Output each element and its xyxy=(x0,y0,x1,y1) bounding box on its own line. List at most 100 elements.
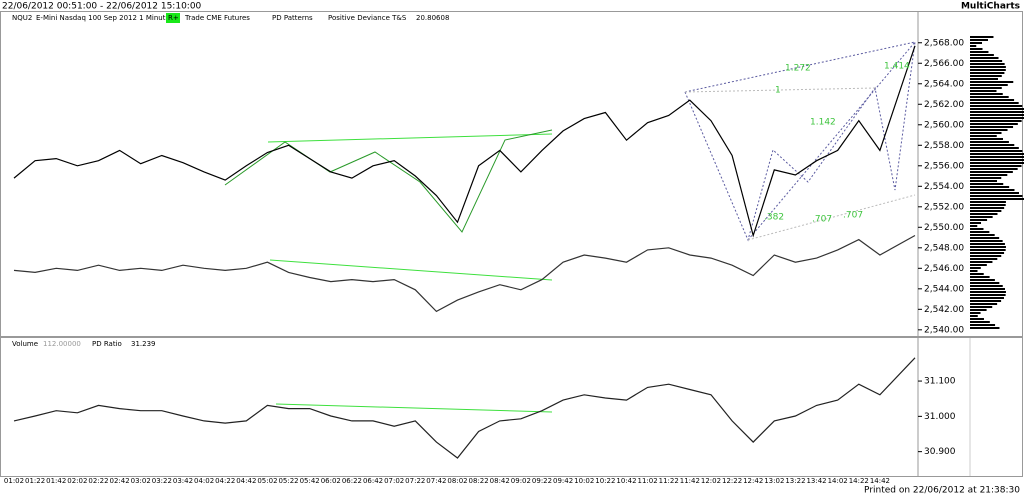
profile-bar xyxy=(970,279,995,281)
profile-bar xyxy=(970,159,1024,161)
profile-bar xyxy=(970,240,1003,242)
x-tick-label: 06:02 xyxy=(321,477,341,485)
y-tick-label: 2,552.00 xyxy=(924,202,964,212)
profile-bar xyxy=(970,78,998,80)
x-tick-label: 02:22 xyxy=(88,477,108,485)
y-tick-label: 2,546.00 xyxy=(924,264,964,274)
profile-bar xyxy=(970,129,1008,131)
annotation: 1.414 xyxy=(884,62,910,72)
x-tick-label: 14:22 xyxy=(849,477,869,485)
x-tick-label: 14:42 xyxy=(870,477,890,485)
x-tick-label: 01:22 xyxy=(25,477,45,485)
brand: MultiCharts xyxy=(961,2,1020,12)
profile-bar xyxy=(970,207,1005,209)
profile-bar xyxy=(970,324,996,326)
profile-bar xyxy=(970,171,1013,173)
profile-bar xyxy=(970,288,1005,290)
x-tick-label: 02:02 xyxy=(67,477,87,485)
x-tick-label: 10:22 xyxy=(595,477,615,485)
profile-bar xyxy=(970,192,1019,194)
profile-bar xyxy=(970,75,1002,77)
x-tick-label: 04:42 xyxy=(236,477,256,485)
x-tick-label: 09:42 xyxy=(553,477,573,485)
profile-bar xyxy=(970,93,1003,95)
profile-bar xyxy=(970,219,988,221)
profile-bar xyxy=(970,249,1006,251)
profile-bar xyxy=(970,84,1008,86)
profile-bar xyxy=(970,222,982,224)
profile-bar xyxy=(970,48,983,50)
x-tick-label: 03:42 xyxy=(173,477,193,485)
x-tick-label: 09:02 xyxy=(511,477,531,485)
profile-bar xyxy=(970,243,1005,245)
profile-bar xyxy=(970,90,997,92)
annotation: 1 xyxy=(775,86,781,96)
x-tick-label: 05:02 xyxy=(257,477,277,485)
profile-bar xyxy=(970,105,1023,107)
panel-label: Positive Deviance T&S xyxy=(328,14,407,22)
profile-bar xyxy=(970,213,998,215)
profile-bar xyxy=(970,60,1003,62)
panel-label: Volume xyxy=(12,340,38,348)
profile-bar xyxy=(970,180,998,182)
profile-bar xyxy=(970,45,977,47)
price-line xyxy=(13,357,916,459)
profile-bar xyxy=(970,57,999,59)
profile-bar xyxy=(970,120,1022,122)
profile-bar xyxy=(970,108,1024,110)
profile-bar xyxy=(970,204,1006,206)
profile-bar xyxy=(970,315,978,317)
profile-bar xyxy=(970,156,1024,158)
y-tick-label: 2,542.00 xyxy=(924,305,964,315)
profile-bar xyxy=(970,258,998,260)
profile-bar xyxy=(970,141,1009,143)
panel-label: PD Patterns xyxy=(272,14,313,22)
profile-bar xyxy=(970,72,1005,74)
x-tick-label: 08:02 xyxy=(447,477,467,485)
x-tick-label: 08:42 xyxy=(490,477,510,485)
x-tick-label: 06:42 xyxy=(363,477,383,485)
profile-bar xyxy=(970,198,1024,200)
annotation: 1.142 xyxy=(810,118,836,128)
x-tick-label: 07:42 xyxy=(426,477,446,485)
profile-bar xyxy=(970,228,984,230)
profile-bar xyxy=(970,96,1009,98)
profile-bar xyxy=(970,321,990,323)
profile-bar xyxy=(970,111,1024,113)
x-tick-label: 05:22 xyxy=(278,477,298,485)
x-tick-label: 12:02 xyxy=(701,477,721,485)
x-tick-label: 07:22 xyxy=(405,477,425,485)
profile-bar xyxy=(970,138,1003,140)
x-tick-label: 14:02 xyxy=(828,477,848,485)
profile-bar xyxy=(970,54,994,56)
panel-label: E-Mini Nasdaq 100 Sep 2012 1 Minute xyxy=(36,14,170,22)
x-tick-label: 13:42 xyxy=(806,477,826,485)
main-panel xyxy=(0,11,1023,337)
profile-bar xyxy=(970,291,1006,293)
profile-bar xyxy=(970,123,1018,125)
x-tick-label: 12:22 xyxy=(722,477,742,485)
y-tick-label: 31.000 xyxy=(924,412,956,422)
chart-title: 22/06/2012 00:51:00 - 22/06/2012 15:10:0… xyxy=(2,2,202,12)
profile-bar xyxy=(970,261,993,263)
profile-bar xyxy=(970,183,1004,185)
profile-bar xyxy=(970,210,1002,212)
price-line xyxy=(13,234,916,313)
x-tick-label: 07:02 xyxy=(384,477,404,485)
profile-bar xyxy=(970,303,998,305)
x-tick-label: 12:42 xyxy=(743,477,763,485)
x-tick-label: 01:42 xyxy=(46,477,66,485)
profile-bar xyxy=(970,318,984,320)
annotation: .707 xyxy=(812,215,832,225)
profile-bar xyxy=(970,63,1005,65)
profile-bar xyxy=(970,177,1002,179)
x-tick-label: 13:22 xyxy=(785,477,805,485)
panel-label: PD Ratio xyxy=(92,340,122,348)
profile-bar xyxy=(970,312,981,314)
profile-bar xyxy=(970,165,1022,167)
profile-bar xyxy=(970,81,1014,83)
volume-profile xyxy=(970,36,1024,329)
profile-bar xyxy=(970,189,1015,191)
profile-bar xyxy=(970,267,981,269)
profile-bar xyxy=(970,282,1000,284)
